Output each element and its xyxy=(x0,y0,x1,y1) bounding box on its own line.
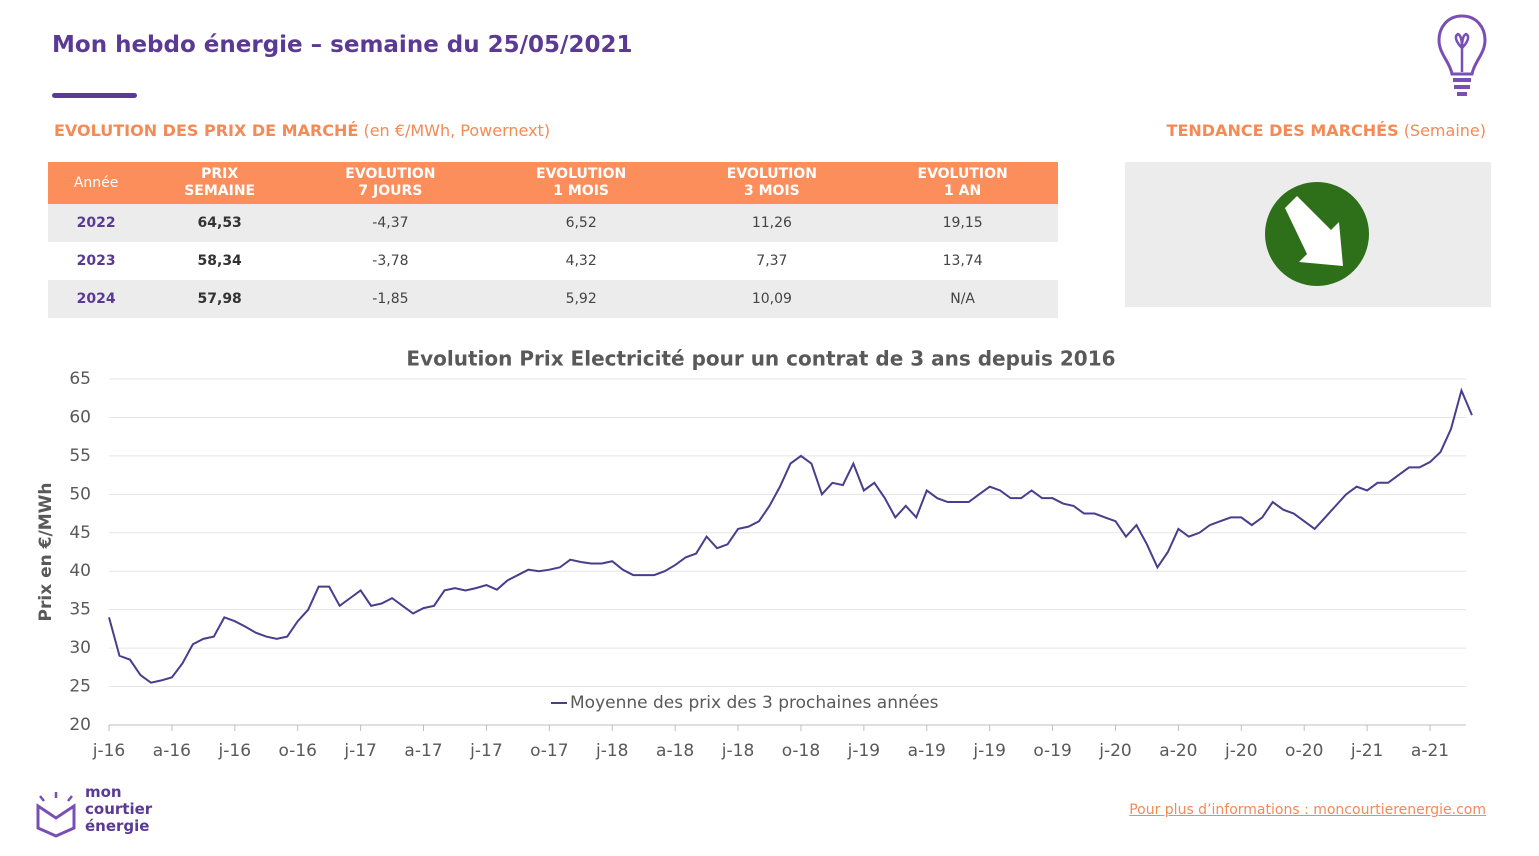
x-tick-label: o-19 xyxy=(1033,741,1071,761)
table-cell: 2023 xyxy=(76,253,116,269)
table-row: 2023 58,34 -3,78 4,32 7,37 13,74 xyxy=(48,242,1058,280)
section-subtitle: (Semaine) xyxy=(1403,121,1486,140)
table-row: 2024 57,98 -1,85 5,92 10,09 N/A xyxy=(48,280,1058,318)
y-axis-label: Prix en €/MWh xyxy=(36,483,56,622)
table-cell: N/A xyxy=(867,280,1058,318)
y-tick-label: 60 xyxy=(69,407,91,427)
table-cell: -1,85 xyxy=(295,280,486,318)
x-tick-label: j-20 xyxy=(1224,741,1258,761)
market-section-heading: EVOLUTION DES PRIX DE MARCHÉ (en €/MWh, … xyxy=(54,121,550,140)
x-tick-label: j-19 xyxy=(847,741,881,761)
column-header: EVOLUTION 7 JOURS xyxy=(295,162,486,204)
section-title: TENDANCE DES MARCHÉS xyxy=(1166,121,1399,140)
table-cell: 13,74 xyxy=(942,253,983,269)
chart: Evolution Prix Electricité pour un contr… xyxy=(36,347,1473,761)
y-tick-label: 30 xyxy=(69,638,91,658)
trend-box xyxy=(1125,162,1491,307)
price-table: Année PRIX SEMAINE EVOLUTION 7 JOURS EVOLUT… xyxy=(48,162,1058,318)
line-series xyxy=(108,387,1473,684)
logo-line: énergie xyxy=(85,817,150,835)
x-tick-label: o-18 xyxy=(782,741,820,761)
table-cell: -4,37 xyxy=(295,204,486,242)
y-tick-label: 55 xyxy=(69,446,91,466)
y-tick-label: 65 xyxy=(69,369,91,389)
x-tick-label: o-16 xyxy=(278,741,316,761)
x-tick-label: o-17 xyxy=(530,741,568,761)
logo-line: courtier xyxy=(85,800,153,818)
table-cell: 64,53 xyxy=(144,204,296,242)
chart-title: Evolution Prix Electricité pour un contr… xyxy=(406,347,1115,371)
column-header: EVOLUTION 1 AN xyxy=(867,162,1058,204)
table-row: 2022 64,53 -4,37 6,52 11,26 19,15 xyxy=(48,204,1058,242)
column-header: PRIX SEMAINE xyxy=(144,162,296,204)
y-tick-label: 40 xyxy=(69,561,91,581)
y-tick-label: 20 xyxy=(69,715,91,735)
y-tick-label: 50 xyxy=(69,484,91,504)
x-tick-label: j-18 xyxy=(595,741,629,761)
table-cell: 11,26 xyxy=(676,204,868,242)
page-title: Mon hebdo énergie – semaine du 25/05/202… xyxy=(52,32,633,58)
table-cell: 5,92 xyxy=(485,280,677,318)
footer-link[interactable]: Pour plus d’informations : moncourtieren… xyxy=(1129,802,1486,818)
trend-section-heading: TENDANCE DES MARCHÉS (Semaine) xyxy=(1167,121,1486,140)
x-tick-label: a-17 xyxy=(404,741,442,761)
table-cell: 6,52 xyxy=(485,204,677,242)
y-tick-label: 25 xyxy=(69,677,91,697)
x-tick-label: a-21 xyxy=(1411,741,1449,761)
header-row: Année PRIX SEMAINE EVOLUTION 7 JOURS EVOLUT… xyxy=(48,162,1058,204)
x-tick-label: j-16 xyxy=(218,741,252,761)
x-tick-label: j-16 xyxy=(92,741,126,761)
x-tick-label: a-19 xyxy=(908,741,946,761)
x-tick-label: j-19 xyxy=(972,741,1006,761)
x-tick-label: j-17 xyxy=(469,741,503,761)
x-tick-label: o-20 xyxy=(1285,741,1323,761)
column-header: Année xyxy=(48,162,145,204)
table-cell: -3,78 xyxy=(372,253,409,269)
y-tick-label: 45 xyxy=(69,523,91,543)
logo-icon xyxy=(36,792,76,838)
legend-label: Moyenne des prix des 3 prochaines années xyxy=(570,693,939,713)
section-subtitle: (en €/MWh, Powernext) xyxy=(363,121,551,140)
trend-icon xyxy=(1265,182,1369,286)
section-title: EVOLUTION DES PRIX DE MARCHÉ xyxy=(54,121,359,140)
x-tick-label: j-21 xyxy=(1350,741,1384,761)
column-header: EVOLUTION 3 MOIS xyxy=(676,162,868,204)
table-cell: 57,98 xyxy=(144,280,296,318)
x-tick-label: a-20 xyxy=(1159,741,1197,761)
logo-line: mon xyxy=(85,783,122,801)
logo-text: mon courtier énergie xyxy=(85,784,152,835)
table-cell: 2024 xyxy=(48,280,145,318)
table-cell: 4,32 xyxy=(565,253,597,269)
x-tick-label: j-20 xyxy=(1098,741,1132,761)
table-cell: 19,15 xyxy=(867,204,1058,242)
table-cell: 7,37 xyxy=(756,253,788,269)
column-header: EVOLUTION 1 MOIS xyxy=(485,162,677,204)
table-cell: 58,34 xyxy=(197,253,242,269)
table-cell: 10,09 xyxy=(676,280,868,318)
x-tick-label: j-18 xyxy=(721,741,755,761)
bulb-icon xyxy=(1437,14,1487,96)
table-cell: 2022 xyxy=(48,204,145,242)
x-tick-label: j-17 xyxy=(343,741,377,761)
y-tick-label: 35 xyxy=(69,600,91,620)
x-tick-label: a-18 xyxy=(656,741,694,761)
x-tick-label: a-16 xyxy=(153,741,191,761)
title-underline xyxy=(52,93,137,98)
